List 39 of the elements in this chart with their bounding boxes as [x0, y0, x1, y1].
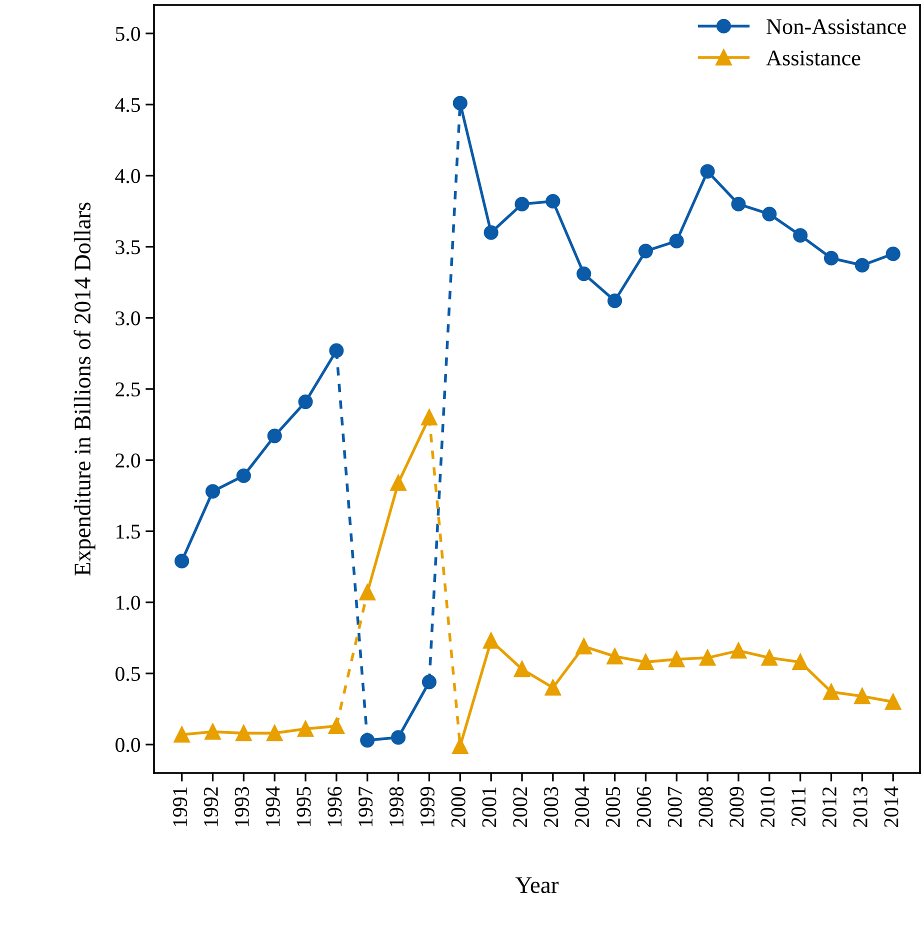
x-tick-label: 1993: [234, 787, 249, 826]
x-tick-label: 2006: [636, 786, 651, 827]
x-tick-label: 2007: [668, 786, 682, 827]
y-tick-label: 0.0: [116, 738, 140, 752]
x-tick-label: 2011: [791, 787, 806, 826]
x-tick-label: 2002: [513, 787, 528, 827]
y-tick-label: 4.0: [115, 169, 140, 184]
x-tick-label: 1991: [173, 787, 188, 826]
x-tick-label: 2004: [575, 786, 590, 827]
x-tick-label: 2008: [698, 786, 713, 827]
x-tick-label: 2005: [606, 787, 620, 827]
y-tick-label: 3.5: [116, 240, 140, 254]
y-tick-label: 2.5: [116, 382, 140, 397]
x-tick-label: 2014: [884, 786, 898, 827]
y-tick-label: 5.0: [116, 26, 140, 41]
y-tick-label: 4.5: [115, 98, 140, 112]
x-tick-label: 1996: [328, 786, 342, 826]
x-tick-label: 2000: [451, 786, 466, 827]
legend-label: Assistance: [766, 50, 860, 66]
x-tick-label: 1995: [296, 787, 311, 826]
legend-label: Non-Assistance: [766, 19, 906, 34]
x-tick-label: 1997: [358, 786, 373, 826]
x-tick-label: 2001: [482, 787, 496, 827]
y-tick-label: 1.5: [116, 524, 140, 539]
x-tick-label: 2012: [822, 787, 836, 827]
x-axis-title: Year: [516, 877, 559, 894]
y-tick-label: 0.5: [116, 666, 140, 681]
x-tick-label: 2003: [544, 787, 558, 827]
y-tick-label: 3.0: [116, 311, 140, 326]
x-tick-label: 1994: [266, 786, 280, 826]
x-tick-label: 1992: [204, 787, 218, 826]
y-axis-title: Expenditure in Billions of 2014 Dollars: [74, 202, 96, 576]
y-tick-label: 2.0: [116, 453, 140, 468]
x-tick-label: 1998: [389, 786, 404, 826]
x-tick-label: 1999: [420, 787, 434, 826]
y-tick-label: 1.0: [116, 596, 140, 610]
x-tick-label: 2010: [760, 786, 775, 827]
x-tick-label: 2013: [853, 787, 868, 827]
x-tick-label: 2009: [730, 787, 744, 827]
